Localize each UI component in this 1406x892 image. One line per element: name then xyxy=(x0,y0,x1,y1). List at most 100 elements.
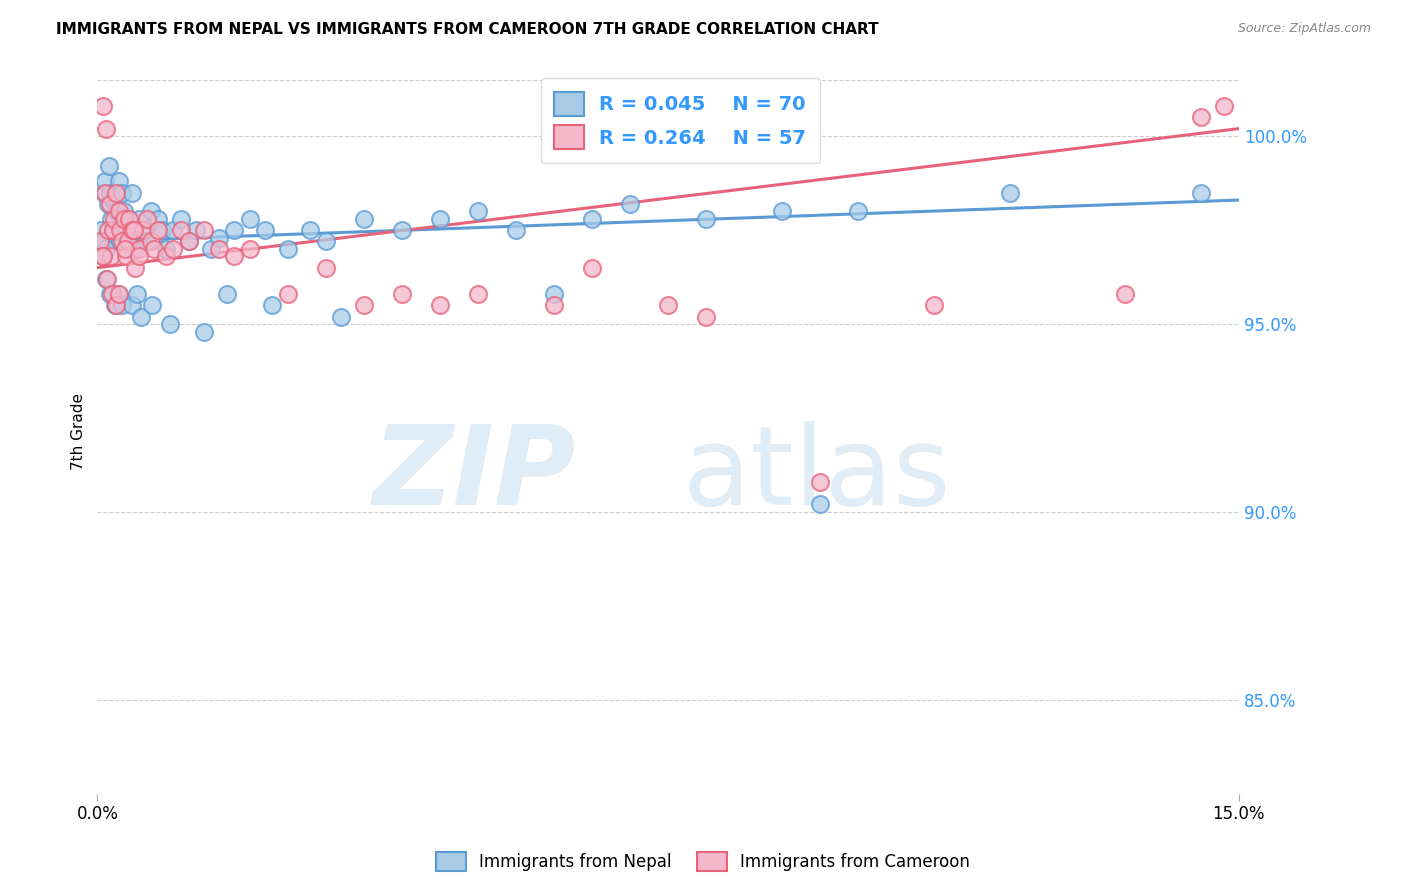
Point xyxy=(115,249,138,263)
Point xyxy=(100,249,122,263)
Point xyxy=(224,249,246,263)
Point xyxy=(695,310,717,324)
Point xyxy=(543,287,565,301)
Point xyxy=(108,223,131,237)
Point xyxy=(467,204,489,219)
Y-axis label: 7th Grade: 7th Grade xyxy=(72,392,86,469)
Point xyxy=(100,211,122,226)
Point xyxy=(155,242,177,256)
Point xyxy=(93,99,115,113)
Point xyxy=(353,211,375,226)
Point xyxy=(808,475,831,489)
Point xyxy=(94,272,117,286)
Point xyxy=(467,287,489,301)
Point xyxy=(170,211,193,226)
Point xyxy=(543,298,565,312)
Point xyxy=(94,186,117,200)
Point xyxy=(177,235,200,249)
Point xyxy=(215,287,238,301)
Legend: Immigrants from Nepal, Immigrants from Cameroon: Immigrants from Nepal, Immigrants from C… xyxy=(427,843,979,880)
Point xyxy=(193,325,215,339)
Point xyxy=(91,249,114,263)
Text: IMMIGRANTS FROM NEPAL VS IMMIGRANTS FROM CAMEROON 7TH GRADE CORRELATION CHART: IMMIGRANTS FROM NEPAL VS IMMIGRANTS FROM… xyxy=(56,22,879,37)
Point xyxy=(770,204,793,219)
Point xyxy=(111,298,134,312)
Point xyxy=(148,223,170,237)
Point xyxy=(132,223,155,237)
Point xyxy=(107,287,129,301)
Point xyxy=(162,242,184,256)
Point xyxy=(108,287,131,301)
Point xyxy=(112,211,135,226)
Point xyxy=(124,242,146,256)
Point xyxy=(98,287,121,301)
Point xyxy=(104,298,127,312)
Point xyxy=(429,298,451,312)
Point xyxy=(159,317,181,331)
Point xyxy=(695,211,717,226)
Point xyxy=(139,204,162,219)
Point xyxy=(118,211,141,226)
Point xyxy=(91,235,114,249)
Point xyxy=(96,121,118,136)
Point xyxy=(105,186,128,200)
Point xyxy=(135,235,157,249)
Point xyxy=(139,235,162,249)
Point xyxy=(846,204,869,219)
Point xyxy=(1114,287,1136,301)
Point xyxy=(143,242,166,256)
Point xyxy=(101,223,124,237)
Point xyxy=(101,193,124,207)
Point xyxy=(128,211,150,226)
Point xyxy=(1212,99,1234,113)
Point xyxy=(135,211,157,226)
Point xyxy=(97,159,120,173)
Point xyxy=(315,260,337,275)
Point xyxy=(128,249,150,263)
Point xyxy=(93,186,115,200)
Point xyxy=(89,235,111,249)
Point xyxy=(115,223,138,237)
Point xyxy=(238,242,260,256)
Point xyxy=(103,211,125,226)
Point xyxy=(114,242,136,256)
Point xyxy=(98,196,121,211)
Point xyxy=(238,211,260,226)
Point xyxy=(107,174,129,188)
Point xyxy=(1189,186,1212,200)
Point xyxy=(96,272,118,286)
Point xyxy=(353,298,375,312)
Point xyxy=(581,260,603,275)
Point xyxy=(150,223,173,237)
Point xyxy=(148,211,170,226)
Point xyxy=(391,223,413,237)
Point xyxy=(224,223,246,237)
Point xyxy=(121,298,143,312)
Text: Source: ZipAtlas.com: Source: ZipAtlas.com xyxy=(1237,22,1371,36)
Point xyxy=(177,235,200,249)
Point xyxy=(97,196,120,211)
Point xyxy=(170,223,193,237)
Point xyxy=(118,235,141,249)
Point xyxy=(121,223,143,237)
Point xyxy=(1000,186,1022,200)
Point xyxy=(505,223,527,237)
Point xyxy=(155,249,177,263)
Point xyxy=(103,223,125,237)
Point xyxy=(104,298,127,312)
Point xyxy=(125,287,148,301)
Point xyxy=(924,298,946,312)
Point xyxy=(121,186,143,200)
Text: atlas: atlas xyxy=(682,421,950,528)
Point xyxy=(128,242,150,256)
Point xyxy=(90,223,112,237)
Point xyxy=(208,242,231,256)
Point xyxy=(315,235,337,249)
Point xyxy=(90,249,112,263)
Text: ZIP: ZIP xyxy=(373,421,576,528)
Point xyxy=(96,242,118,256)
Point xyxy=(299,223,322,237)
Point xyxy=(808,497,831,511)
Point xyxy=(94,174,117,188)
Point xyxy=(193,223,215,237)
